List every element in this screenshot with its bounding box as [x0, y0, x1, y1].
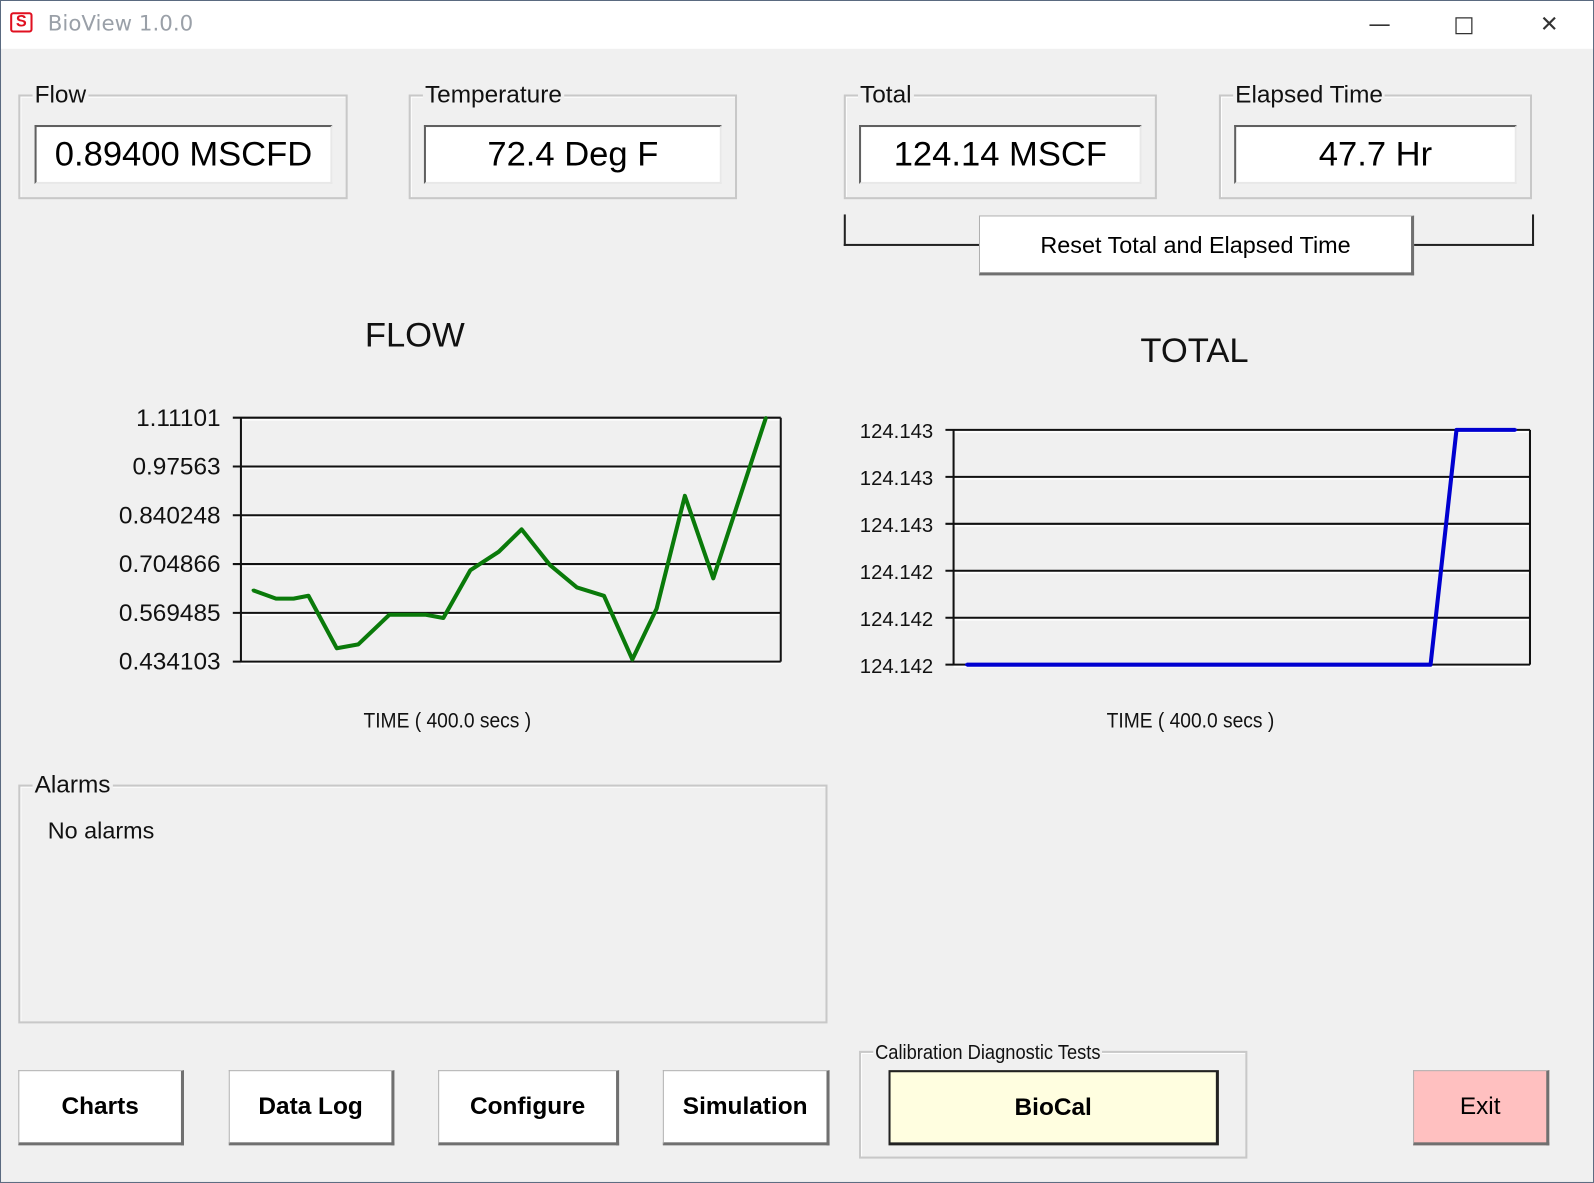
- data-point: [306, 594, 310, 598]
- flow-chart-xlabel: TIME ( 400.0 secs ): [363, 709, 532, 733]
- data-point: [356, 642, 360, 646]
- alarms-text: No alarms: [47, 817, 155, 844]
- data-point: [441, 616, 445, 620]
- data-point: [1454, 428, 1459, 432]
- data-point: [387, 613, 391, 617]
- charts-button[interactable]: Charts: [18, 1070, 185, 1146]
- maximize-icon[interactable]: □: [1453, 12, 1475, 38]
- title-bar: S BioView 1.0.0 — □ ✕: [1, 1, 1594, 49]
- y-tick-label: 0.569485: [119, 600, 221, 627]
- data-point: [548, 563, 552, 567]
- alarms-group: [18, 784, 828, 1024]
- app-logo-icon: S: [10, 12, 33, 33]
- data-point: [335, 646, 339, 650]
- total-label: Total: [858, 83, 914, 108]
- data-point: [497, 550, 501, 554]
- reset-total-elapsed-button[interactable]: Reset Total and Elapsed Time: [978, 215, 1415, 276]
- data-point: [1429, 663, 1433, 667]
- y-tick-label: 124.143: [860, 421, 933, 443]
- flow-chart-title: FLOW: [364, 316, 465, 355]
- biocal-button[interactable]: BioCal: [888, 1070, 1219, 1146]
- bracket-line: [1413, 243, 1535, 246]
- data-point: [630, 657, 634, 662]
- y-tick-label: 124.143: [860, 515, 933, 537]
- data-point: [655, 607, 659, 611]
- total-chart-xlabel: TIME ( 400.0 secs ): [1106, 709, 1275, 733]
- close-icon[interactable]: ✕: [1539, 12, 1559, 38]
- total-chart-title: TOTAL: [1140, 331, 1249, 370]
- total-chart: 124.143 124.143 124.143 124.142 124.142 124.1…: [860, 421, 1531, 678]
- series-line: [966, 427, 1516, 667]
- data-point: [1514, 428, 1518, 432]
- data-point: [764, 416, 768, 420]
- y-tick-label: 124.142: [860, 656, 933, 678]
- temperature-label: Temperature: [422, 83, 564, 108]
- y-tick-label: 0.704866: [119, 551, 221, 578]
- temperature-readout: 72.4 Deg F: [423, 125, 722, 184]
- total-readout: 124.14 MSCF: [859, 125, 1142, 184]
- flow-chart: 1.11101 0.97563 0.840248 0.704866 0.569485 0.…: [119, 405, 782, 676]
- data-point: [468, 568, 472, 572]
- data-point: [965, 663, 969, 667]
- bracket-line: [1532, 214, 1535, 246]
- y-tick-label: 0.434103: [119, 649, 221, 676]
- exit-button[interactable]: Exit: [1413, 1070, 1550, 1146]
- flow-readout: 0.89400 MSCFD: [34, 125, 333, 184]
- calibration-label: Calibration Diagnostic Tests: [873, 1040, 1103, 1066]
- data-log-button[interactable]: Data Log: [228, 1070, 395, 1146]
- configure-button[interactable]: Configure: [438, 1070, 620, 1146]
- flow-label: Flow: [32, 83, 89, 108]
- data-point: [274, 597, 278, 601]
- data-point: [711, 576, 715, 580]
- bracket-line: [843, 243, 981, 246]
- elapsed-time-label: Elapsed Time: [1233, 83, 1386, 108]
- y-tick-label: 1.11101: [136, 405, 221, 432]
- window-title: BioView 1.0.0: [47, 11, 194, 36]
- data-point: [251, 588, 255, 592]
- series-line: [252, 417, 768, 662]
- y-tick-label: 124.143: [860, 468, 933, 490]
- total-group: [843, 94, 1157, 200]
- y-tick-label: 124.142: [860, 562, 933, 584]
- data-point: [424, 613, 428, 617]
- simulation-button[interactable]: Simulation: [662, 1070, 830, 1146]
- data-point: [292, 597, 296, 601]
- elapsed-time-readout: 47.7 Hr: [1234, 125, 1517, 184]
- temperature-group: [408, 94, 738, 200]
- y-tick-label: 0.840248: [119, 502, 221, 529]
- data-point: [683, 494, 687, 498]
- data-point: [520, 527, 524, 531]
- flow-group: [18, 94, 348, 200]
- alarms-label: Alarms: [32, 773, 113, 798]
- bracket-line: [843, 214, 846, 246]
- data-point: [575, 585, 579, 589]
- data-point: [602, 594, 606, 598]
- y-tick-label: 0.97563: [132, 454, 220, 481]
- minimize-icon[interactable]: —: [1368, 12, 1391, 38]
- y-tick-label: 124.142: [860, 609, 933, 631]
